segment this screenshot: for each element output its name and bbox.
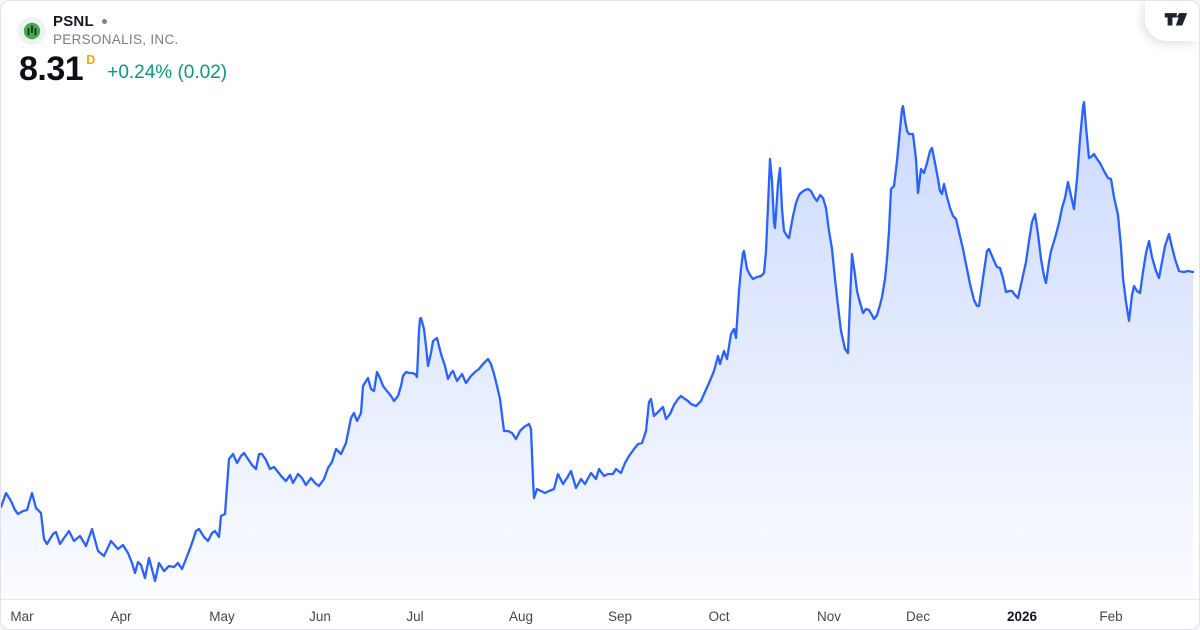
x-axis-label: Apr bbox=[110, 609, 132, 624]
symbol-link[interactable]: PSNL bbox=[53, 13, 107, 30]
chart-area-fill bbox=[1, 102, 1193, 599]
personalis-logo bbox=[18, 17, 46, 45]
company-name: PERSONALIS, INC. bbox=[53, 32, 179, 47]
x-axis-label: Aug bbox=[508, 609, 534, 624]
personalis-logo-icon bbox=[23, 22, 41, 40]
x-axis-label: Jun bbox=[309, 609, 331, 624]
price-change: +0.24% (0.02) bbox=[107, 62, 228, 83]
price-line: 8.31 D +0.24% (0.02) bbox=[19, 52, 227, 86]
x-axis-label: Feb bbox=[1099, 609, 1123, 624]
symbol-ticker: PSNL bbox=[53, 13, 94, 30]
x-axis: Mar Apr May Jun Jul Aug Sep Oct Nov Dec 2026 Feb bbox=[1, 609, 1199, 629]
x-axis-label: Sep bbox=[607, 609, 633, 624]
x-axis-label: Dec bbox=[905, 609, 931, 624]
x-axis-label: Mar bbox=[10, 609, 34, 624]
tradingview-logo-icon bbox=[1164, 12, 1188, 25]
x-axis-label: May bbox=[209, 609, 235, 624]
x-axis-label-year: 2026 bbox=[1006, 609, 1038, 624]
chart-line-path bbox=[1, 100, 1195, 583]
x-axis-label: Jul bbox=[406, 609, 424, 624]
market-status-dot bbox=[101, 19, 107, 24]
x-axis-label: Oct bbox=[708, 609, 730, 624]
tradingview-logo-link[interactable] bbox=[1145, 1, 1199, 41]
interval-badge: D bbox=[86, 53, 96, 67]
last-price: 8.31 bbox=[19, 50, 84, 88]
x-axis-label: Nov bbox=[816, 609, 842, 624]
